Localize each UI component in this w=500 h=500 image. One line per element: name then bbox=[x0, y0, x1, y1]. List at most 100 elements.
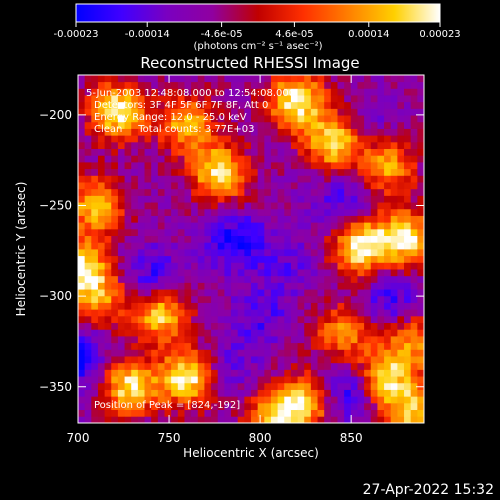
heatmap-cell bbox=[377, 222, 385, 230]
heatmap-cell bbox=[78, 369, 86, 377]
heatmap-cell bbox=[410, 275, 418, 283]
heatmap-cell bbox=[277, 416, 285, 423]
heatmap-cell bbox=[317, 269, 325, 277]
heatmap-cell bbox=[277, 349, 285, 357]
heatmap-cell bbox=[78, 302, 86, 310]
heatmap-cell bbox=[310, 302, 318, 310]
heatmap-cell bbox=[277, 208, 285, 216]
heatmap-cell bbox=[404, 188, 412, 196]
heatmap-cell bbox=[397, 188, 405, 196]
heatmap-cell bbox=[137, 115, 145, 123]
heatmap-cell bbox=[330, 235, 338, 243]
heatmap-cell bbox=[91, 168, 99, 176]
heatmap-cell bbox=[410, 282, 418, 290]
heatmap-cell bbox=[157, 101, 165, 109]
heatmap-cell bbox=[231, 275, 239, 283]
heatmap-cell bbox=[270, 95, 279, 103]
heatmap-cell bbox=[324, 88, 332, 96]
heatmap-cell bbox=[330, 128, 338, 136]
heatmap-cell bbox=[344, 141, 352, 150]
heatmap-cell bbox=[410, 295, 418, 303]
heatmap-cell bbox=[264, 208, 272, 216]
heatmap-cell bbox=[350, 121, 358, 129]
heatmap-cell bbox=[184, 295, 192, 303]
heatmap-cell bbox=[124, 81, 132, 89]
heatmap-cell bbox=[290, 396, 298, 404]
heatmap-cell bbox=[344, 315, 352, 324]
heatmap-cell bbox=[177, 182, 185, 190]
heatmap-cell bbox=[191, 175, 199, 183]
heatmap-cell bbox=[370, 95, 378, 103]
heatmap-cell bbox=[417, 135, 424, 143]
heatmap-cell bbox=[370, 121, 378, 129]
heatmap-cell bbox=[277, 195, 285, 203]
heatmap-cell bbox=[417, 302, 424, 310]
heatmap-cell bbox=[104, 249, 112, 257]
heatmap-cell bbox=[217, 108, 225, 116]
heatmap-cell bbox=[257, 128, 265, 136]
heatmap-cell bbox=[324, 95, 332, 103]
heatmap-cell bbox=[384, 402, 392, 411]
heatmap-cell bbox=[304, 228, 312, 237]
heatmap-cell bbox=[344, 389, 352, 397]
heatmap-cell bbox=[377, 115, 385, 123]
heatmap-cell bbox=[117, 101, 125, 109]
heatmap-cell bbox=[350, 349, 358, 357]
heatmap-cell bbox=[184, 235, 192, 243]
heatmap-cell bbox=[197, 81, 205, 89]
heatmap-cell bbox=[84, 356, 92, 364]
heatmap-cell bbox=[97, 315, 106, 324]
heatmap-cell bbox=[124, 188, 132, 196]
heatmap-cell bbox=[151, 228, 159, 237]
heatmap-cell bbox=[290, 235, 298, 243]
heatmap-cell bbox=[177, 336, 185, 344]
heatmap-cell bbox=[217, 182, 225, 190]
heatmap-cell bbox=[370, 315, 378, 324]
heatmap-cell bbox=[197, 75, 205, 83]
heatmap-cell bbox=[317, 135, 325, 143]
heatmap-cell bbox=[330, 402, 338, 411]
heatmap-cell bbox=[197, 168, 205, 176]
heatmap-cell bbox=[370, 188, 378, 196]
heatmap-cell bbox=[177, 295, 185, 303]
heatmap-cell bbox=[270, 262, 279, 270]
heatmap-cell bbox=[137, 382, 145, 390]
heatmap-cell bbox=[231, 95, 239, 103]
colorbar-tick-label: 0.00014 bbox=[348, 29, 389, 40]
heatmap-cell bbox=[151, 148, 159, 156]
heatmap-cell bbox=[364, 322, 372, 330]
heatmap-cell bbox=[117, 81, 125, 89]
heatmap-cell bbox=[177, 289, 185, 297]
heatmap-cell bbox=[384, 88, 392, 96]
heatmap-cell bbox=[124, 269, 132, 277]
heatmap-cell bbox=[137, 155, 145, 163]
heatmap-cell bbox=[337, 182, 345, 190]
heatmap-cell bbox=[151, 115, 159, 123]
heatmap-cell bbox=[310, 75, 318, 83]
heatmap-cell bbox=[137, 182, 145, 190]
heatmap-cell bbox=[377, 75, 385, 83]
heatmap-cell bbox=[364, 188, 372, 196]
heatmap-cell bbox=[177, 315, 185, 324]
heatmap-cell bbox=[244, 228, 252, 237]
heatmap-cell bbox=[330, 188, 338, 196]
heatmap-cell bbox=[91, 162, 99, 170]
heatmap-cell bbox=[370, 128, 378, 136]
heatmap-cell bbox=[304, 342, 312, 350]
heatmap-cell bbox=[84, 402, 92, 411]
heatmap-cell bbox=[310, 376, 318, 384]
heatmap-cell bbox=[384, 208, 392, 216]
heatmap-cell bbox=[137, 356, 145, 364]
heatmap-cell bbox=[417, 188, 424, 196]
heatmap-cell bbox=[330, 175, 338, 183]
heatmap-cell bbox=[397, 141, 405, 150]
heatmap-cell bbox=[324, 262, 332, 270]
heatmap-cell bbox=[317, 356, 325, 364]
heatmap-cell bbox=[171, 168, 179, 176]
heatmap-cell bbox=[324, 188, 332, 196]
heatmap-cell bbox=[297, 282, 305, 290]
heatmap-cell bbox=[417, 121, 424, 129]
heatmap-cell bbox=[171, 175, 179, 183]
heatmap-cell bbox=[330, 322, 338, 330]
heatmap-cell bbox=[224, 202, 232, 210]
